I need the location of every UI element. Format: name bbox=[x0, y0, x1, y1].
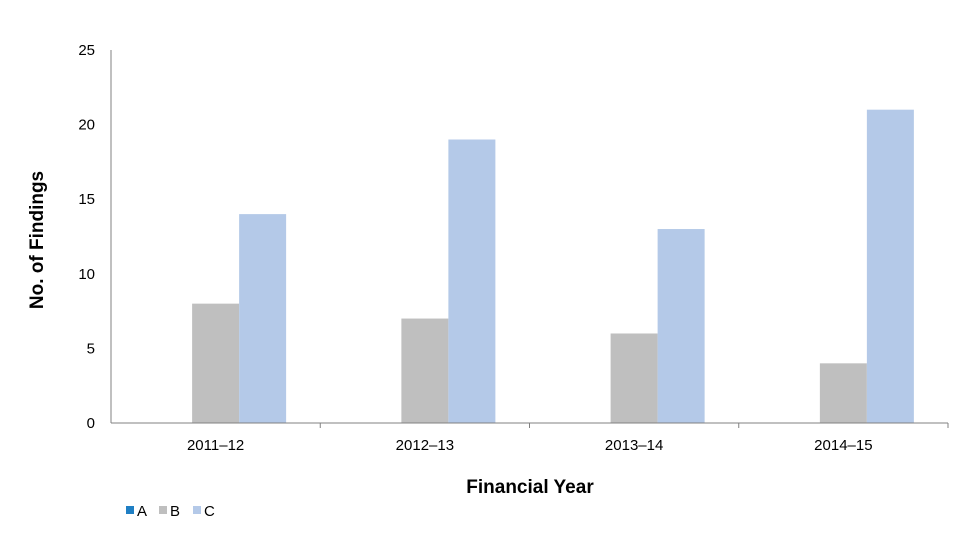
y-tick-label: 0 bbox=[87, 415, 95, 432]
x-axis-title: Financial Year bbox=[466, 477, 594, 498]
bar-b bbox=[819, 363, 867, 423]
x-tick-label: 2011–12 bbox=[187, 437, 244, 454]
bar-b bbox=[401, 318, 449, 423]
legend-label-a: A bbox=[137, 503, 147, 520]
y-tick-label: 25 bbox=[78, 42, 95, 59]
bars bbox=[192, 109, 914, 424]
bar-c bbox=[448, 139, 496, 423]
x-tick-label: 2013–14 bbox=[605, 437, 663, 454]
legend-swatch-a bbox=[126, 506, 134, 514]
legend-label-b: B bbox=[170, 503, 180, 520]
x-tick-label: 2014–15 bbox=[814, 437, 872, 454]
y-tick-label: 20 bbox=[78, 117, 95, 134]
legend-label-c: C bbox=[204, 503, 215, 520]
legend: A B C bbox=[126, 503, 215, 520]
y-axis-ticks: 0 5 10 15 20 25 bbox=[78, 42, 95, 432]
y-tick-label: 5 bbox=[87, 340, 95, 357]
y-axis-title: No. of Findings bbox=[27, 171, 48, 309]
y-tick-label: 15 bbox=[78, 191, 95, 208]
bar-b bbox=[192, 303, 240, 423]
y-tick-label: 10 bbox=[78, 266, 95, 283]
bar-c bbox=[657, 229, 705, 423]
legend-swatch-c bbox=[193, 506, 201, 514]
bar-c bbox=[239, 214, 287, 423]
bar-c bbox=[866, 109, 914, 424]
x-axis-ticks: 2011–12 2012–13 2013–14 2014–15 bbox=[187, 423, 949, 454]
x-tick-label: 2012–13 bbox=[396, 437, 454, 454]
bar-b bbox=[610, 333, 658, 423]
legend-swatch-b bbox=[159, 506, 167, 514]
